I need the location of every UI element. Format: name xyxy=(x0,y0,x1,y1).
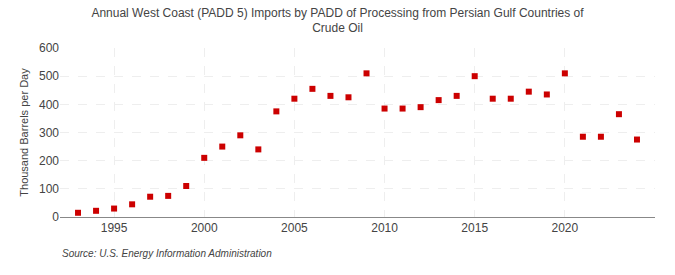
svg-text:1995: 1995 xyxy=(101,221,128,235)
svg-text:100: 100 xyxy=(39,182,59,196)
svg-text:300: 300 xyxy=(39,126,59,140)
svg-text:600: 600 xyxy=(39,41,59,55)
svg-text:2010: 2010 xyxy=(371,221,398,235)
svg-text:Annual West Coast (PADD 5) Imp: Annual West Coast (PADD 5) Imports by PA… xyxy=(91,6,584,36)
svg-text:2015: 2015 xyxy=(461,221,488,235)
svg-text:0: 0 xyxy=(52,210,59,224)
svg-text:2020: 2020 xyxy=(551,221,578,235)
svg-text:2000: 2000 xyxy=(191,221,218,235)
svg-text:200: 200 xyxy=(39,154,59,168)
svg-text:Source: U.S. Energy Informatio: Source: U.S. Energy Information Administ… xyxy=(62,248,272,259)
svg-text:500: 500 xyxy=(39,69,59,83)
svg-text:400: 400 xyxy=(39,98,59,112)
svg-text:Thousand Barrels per Day: Thousand Barrels per Day xyxy=(18,68,30,197)
svg-text:2005: 2005 xyxy=(281,221,308,235)
